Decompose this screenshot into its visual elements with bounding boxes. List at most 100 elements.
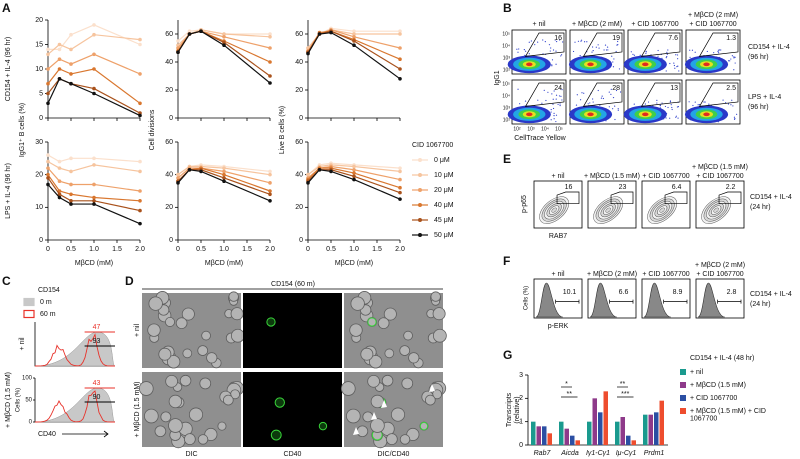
event-dot	[659, 105, 661, 107]
event-dot	[591, 51, 593, 53]
side-label: CD154 + IL-4	[750, 194, 792, 201]
event-dot	[555, 50, 557, 52]
panel-title: CD154 (60 m)	[271, 281, 315, 288]
bar	[620, 417, 625, 445]
cell	[222, 394, 234, 406]
event-dot	[736, 113, 738, 115]
data-point	[138, 72, 142, 76]
column-header: + MβCD (1.5 mM)	[584, 173, 640, 180]
y-tick-label: 0	[39, 115, 43, 122]
cell	[206, 352, 218, 364]
y-tick-label: 20	[295, 87, 303, 94]
cell	[168, 394, 183, 409]
data-point	[57, 166, 62, 170]
y-axis-label: IgG1⁺ B cells (%)	[19, 103, 26, 157]
data-point	[352, 35, 356, 39]
event-dot	[677, 58, 679, 60]
cell	[346, 408, 361, 424]
bar	[603, 391, 608, 445]
event-dot	[647, 101, 650, 103]
event-dot	[561, 99, 563, 101]
bar	[643, 414, 648, 445]
event-dot	[645, 52, 647, 55]
y-tick-label: 15	[35, 41, 43, 48]
gate-marker	[555, 299, 580, 304]
event-dot	[727, 103, 730, 105]
y-tick-label: 20	[35, 17, 43, 24]
data-point	[69, 81, 73, 86]
data-point	[176, 181, 180, 185]
gate	[718, 191, 742, 204]
y-tick-label: 10⁵	[502, 31, 510, 37]
y-axis-label: Cells (%)	[16, 388, 22, 412]
event-dot	[718, 52, 720, 54]
y-tick-label: 10³	[503, 105, 511, 111]
event-dot	[734, 56, 736, 58]
event-dot	[558, 39, 561, 41]
event-dot	[708, 103, 710, 105]
event-dot	[675, 116, 677, 118]
y-axis-label: Transcripts	[506, 392, 513, 427]
density-contour	[587, 112, 594, 117]
event-dot	[591, 46, 594, 48]
column-label: DIC	[185, 451, 197, 458]
legend-swatch	[680, 369, 686, 375]
event-dot	[589, 102, 591, 104]
event-dot	[554, 39, 556, 41]
panel-label: A	[2, 1, 11, 15]
event-dot	[580, 40, 582, 42]
event-dot	[605, 49, 608, 51]
data-point	[92, 163, 96, 167]
cell	[349, 323, 363, 337]
column-label: DIC/CD40	[378, 451, 410, 458]
event-dot	[674, 67, 676, 69]
event-dot	[537, 99, 539, 101]
x-tick-label: 2.0	[135, 246, 145, 253]
y-tick-label: 0	[29, 420, 33, 426]
data-point	[352, 177, 356, 182]
cell	[147, 323, 161, 337]
bar	[654, 412, 659, 445]
bar	[536, 426, 541, 445]
row-label: (96 hr)	[748, 54, 769, 61]
data-point	[138, 221, 142, 226]
data-point	[138, 42, 142, 47]
event-dot	[579, 55, 581, 57]
data-point	[92, 195, 96, 200]
event-dot	[692, 104, 694, 107]
event-dot	[542, 39, 544, 41]
x-tick-label: 1.0	[89, 246, 99, 253]
event-dot	[665, 117, 667, 119]
arrowhead	[381, 400, 387, 408]
micrograph	[243, 372, 342, 447]
data-point	[69, 72, 73, 76]
column-header: + CID 1067700	[631, 21, 678, 28]
event-dot	[581, 92, 583, 94]
arrowhead	[371, 412, 377, 420]
cell	[158, 347, 172, 361]
bar	[592, 398, 597, 445]
column-header: + CID 1067700	[696, 173, 743, 180]
data-point	[92, 91, 96, 96]
cell	[228, 291, 239, 302]
data-point	[268, 189, 272, 193]
data-point	[268, 199, 272, 203]
event-dot	[677, 117, 679, 119]
panel-label: B	[503, 1, 512, 15]
event-dot	[550, 108, 552, 111]
column-label: CD40	[284, 451, 302, 458]
event-dot	[580, 39, 583, 41]
bar	[564, 428, 569, 445]
event-dot	[608, 106, 610, 108]
event-dot	[551, 59, 554, 61]
y-tick-label: 0	[299, 115, 303, 122]
legend-swatch	[680, 395, 686, 401]
event-dot	[610, 88, 612, 90]
gate-percent: 13	[670, 85, 678, 92]
column-header: + nil	[551, 271, 564, 278]
event-dot	[550, 47, 552, 49]
event-dot	[614, 118, 616, 121]
event-dot	[731, 55, 733, 57]
data-point	[57, 67, 62, 71]
